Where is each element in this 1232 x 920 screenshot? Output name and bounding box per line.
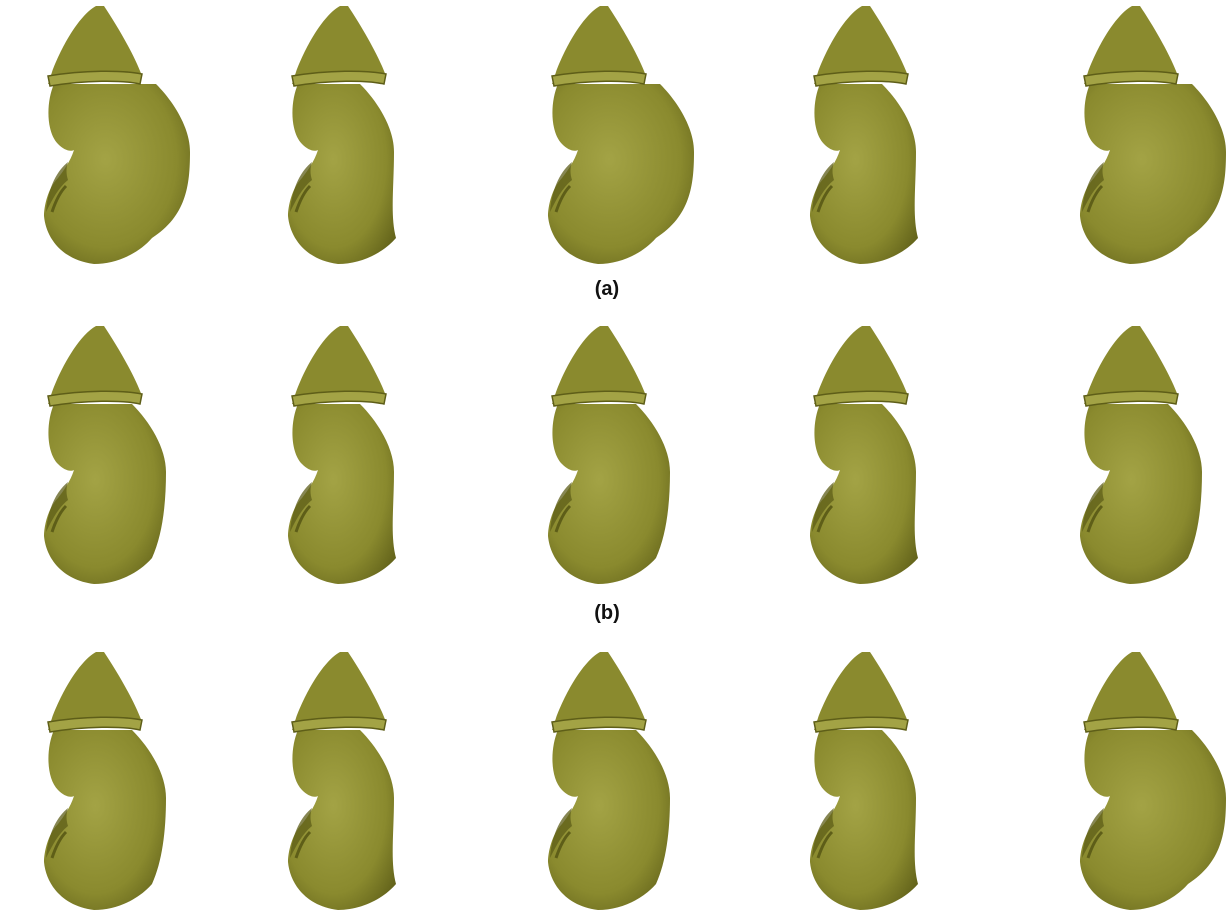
kidney-shape [548, 652, 670, 910]
kidney-shape [1080, 6, 1226, 264]
kidney-shape [44, 326, 166, 584]
kidney-shape [1080, 652, 1226, 910]
kidney-shape [44, 6, 190, 264]
kidney-shape [810, 326, 918, 584]
row-label-b: (b) [577, 601, 637, 625]
kidney-shape [1080, 326, 1202, 584]
kidney-shape [810, 6, 918, 264]
kidney-shape [548, 326, 670, 584]
row-label-a: (a) [577, 277, 637, 301]
kidney-shape [288, 652, 396, 910]
kidney-shape [288, 326, 396, 584]
kidney-shape [44, 652, 166, 910]
kidney-shape [288, 6, 396, 264]
kidney-shape [548, 6, 694, 264]
kidney-shape [810, 652, 918, 910]
